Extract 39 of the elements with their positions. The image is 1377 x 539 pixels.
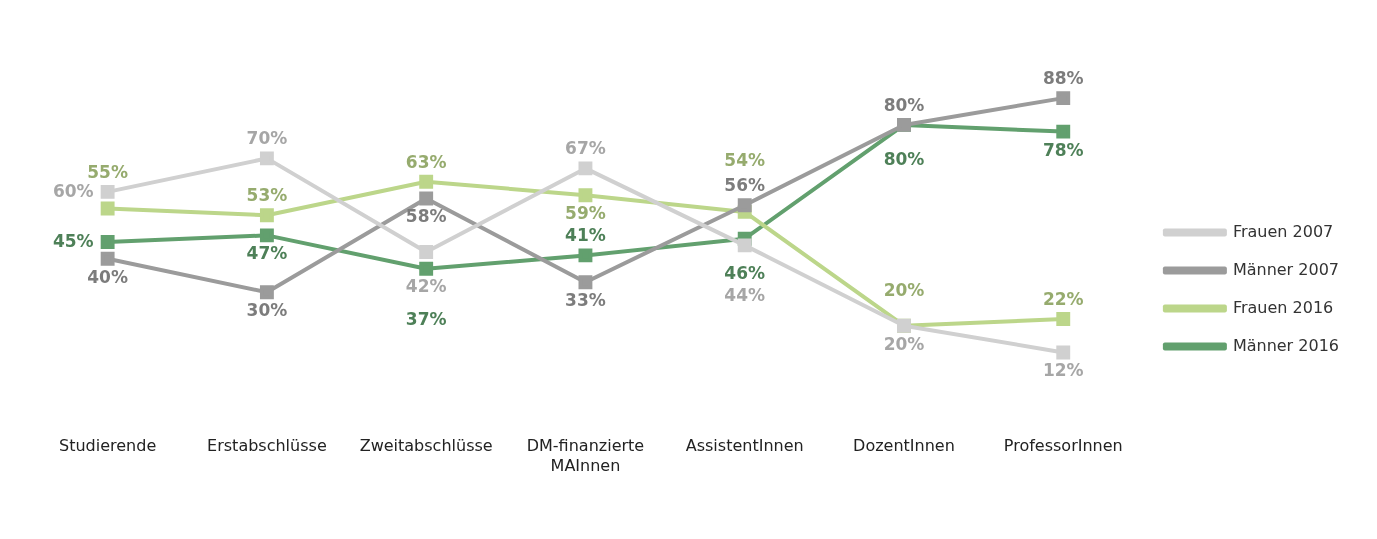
data-label: 12% — [1042, 360, 1084, 381]
x-tick-label: AssistentInnen — [685, 436, 804, 456]
data-label: 44% — [724, 285, 766, 306]
legend-label: Männer 2016 — [1232, 335, 1340, 355]
data-label: 56% — [724, 175, 766, 196]
data-label: 55% — [87, 162, 128, 183]
data-label: 42% — [405, 275, 447, 296]
data-label: 45% — [52, 230, 94, 251]
data-label: 33% — [565, 290, 606, 311]
legend-label: Männer 2007 — [1232, 259, 1340, 279]
legend-label: Frauen 2007 — [1232, 221, 1334, 241]
data-label: 40% — [87, 266, 128, 287]
data-label: 20% — [883, 333, 925, 354]
data-label: 47% — [246, 243, 288, 264]
data-label: 63% — [405, 151, 447, 172]
data-label: 70% — [246, 128, 288, 149]
x-tick-label: DM-finanzierte MAInnen — [526, 436, 645, 475]
data-label: 41% — [565, 225, 606, 246]
data-label: 20% — [883, 279, 925, 300]
x-tick-label: Erstabschlüsse — [207, 436, 327, 456]
data-label: 58% — [405, 206, 447, 227]
data-label: 30% — [246, 300, 288, 321]
data-label: 37% — [405, 308, 447, 329]
data-label: 59% — [565, 203, 606, 224]
data-label: 22% — [1042, 288, 1084, 309]
x-tick-label: Zweitabschlüsse — [359, 436, 493, 456]
data-label: 46% — [724, 262, 766, 283]
x-tick-label: DozentInnen — [853, 436, 955, 456]
data-label: 80% — [883, 94, 925, 115]
data-label: 80% — [883, 148, 925, 169]
x-tick-label: Studierende — [59, 436, 157, 456]
data-label: 88% — [1042, 68, 1084, 89]
legend-label: Frauen 2016 — [1232, 297, 1334, 317]
x-tick-label: ProfessorInnen — [1003, 436, 1123, 456]
data-label: 78% — [1042, 139, 1084, 160]
data-label: 67% — [565, 138, 606, 159]
data-label: 53% — [246, 185, 288, 206]
data-label: 54% — [724, 149, 766, 170]
data-label: 60% — [52, 180, 94, 201]
